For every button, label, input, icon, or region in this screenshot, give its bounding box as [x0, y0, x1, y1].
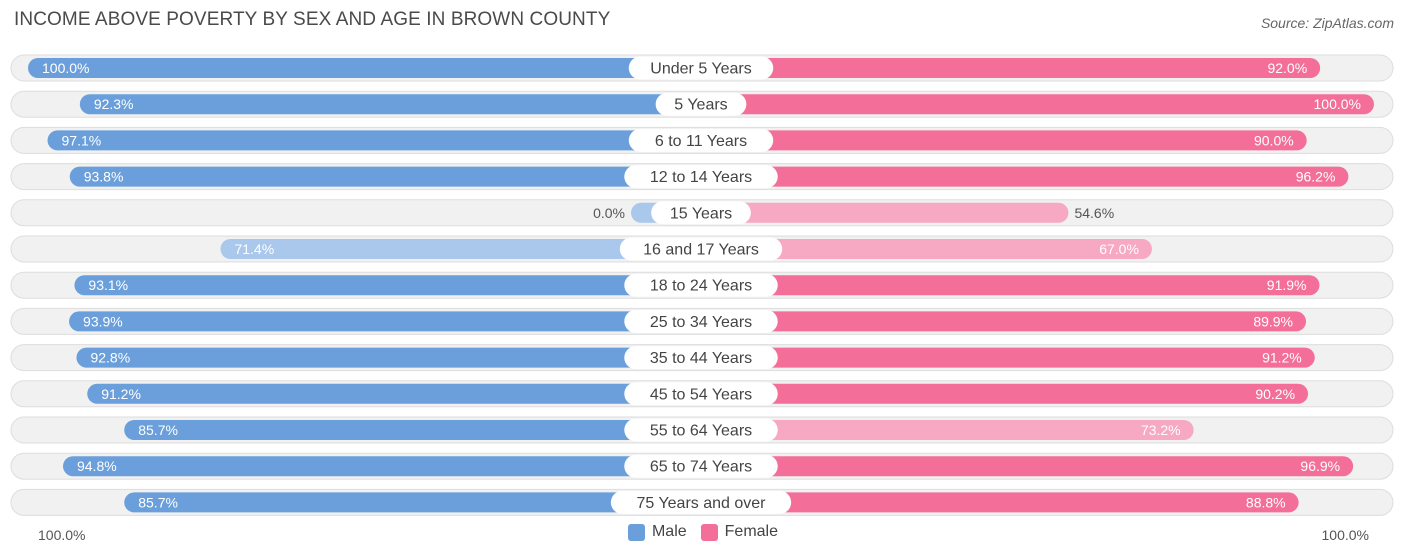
bar-male	[79, 94, 702, 115]
category-label: 65 to 74 Years	[650, 459, 752, 476]
category-pill	[628, 128, 774, 152]
legend-item-male[interactable]: Male	[627, 523, 687, 541]
category-pill	[610, 490, 792, 514]
legend-label-female: Female	[724, 523, 779, 540]
bar-female	[701, 166, 1349, 187]
category-label: 18 to 24 Years	[650, 278, 752, 295]
bar-male	[87, 383, 701, 404]
data-label-female: 96.2%	[1296, 169, 1336, 185]
data-label-male: 71.4%	[234, 241, 274, 257]
data-label-female: 54.6%	[1074, 205, 1114, 221]
data-label-male: 92.8%	[90, 350, 130, 366]
category-pill	[628, 56, 774, 80]
category-pill	[655, 92, 747, 116]
category-label: 75 Years and over	[637, 495, 767, 512]
bar-male	[124, 420, 701, 440]
data-label-male: 0.0%	[593, 205, 625, 221]
category-pill	[624, 454, 778, 478]
bar-male	[74, 275, 701, 296]
category-label: 45 to 54 Years	[650, 386, 752, 403]
bar-female	[701, 456, 1354, 477]
bar-male	[76, 347, 702, 368]
bar-male	[62, 456, 702, 477]
category-label: 35 to 44 Years	[650, 350, 752, 367]
bar-male	[220, 239, 701, 259]
category-pill	[624, 346, 778, 370]
data-label-female: 90.0%	[1254, 132, 1294, 148]
axis-left-label: 100.0%	[38, 527, 86, 543]
data-label-male: 100.0%	[42, 60, 89, 76]
data-label-male: 91.2%	[101, 386, 141, 402]
category-pill	[624, 382, 778, 406]
legend-label-male: Male	[651, 523, 687, 540]
bar-male	[47, 130, 702, 151]
data-label-male: 85.7%	[138, 422, 178, 438]
data-label-female: 67.0%	[1099, 241, 1139, 257]
bar-female	[701, 383, 1309, 404]
category-label: 55 to 64 Years	[650, 423, 752, 440]
data-label-male: 93.8%	[84, 169, 124, 185]
data-label-female: 100.0%	[1314, 96, 1361, 112]
bar-female	[701, 311, 1307, 332]
source-note: Source: ZipAtlas.com	[1260, 15, 1394, 31]
bar-male	[28, 58, 701, 78]
chart-title: INCOME ABOVE POVERTY BY SEX AND AGE IN B…	[14, 9, 611, 30]
category-label: 6 to 11 Years	[655, 133, 747, 150]
bar-male	[124, 492, 701, 513]
data-label-female: 91.9%	[1267, 277, 1307, 293]
bar-female	[701, 130, 1307, 151]
data-label-female: 96.9%	[1300, 458, 1340, 474]
category-pill	[624, 273, 778, 297]
bar-female	[701, 492, 1299, 513]
data-label-male: 93.9%	[83, 313, 123, 329]
data-label-male: 92.3%	[94, 96, 134, 112]
data-label-female: 91.2%	[1262, 350, 1302, 366]
category-label: 12 to 14 Years	[650, 169, 752, 186]
bar-female	[701, 347, 1315, 368]
data-label-male: 93.1%	[88, 277, 128, 293]
data-label-male: 85.7%	[138, 494, 178, 510]
category-label: 15 Years	[670, 205, 732, 222]
data-label-female: 73.2%	[1141, 422, 1181, 438]
data-label-male: 97.1%	[62, 132, 102, 148]
legend-swatch-male	[627, 523, 645, 541]
category-pill	[624, 418, 778, 442]
legend-item-female[interactable]: Female	[700, 523, 779, 541]
bar-female	[701, 420, 1194, 440]
category-label: 5 Years	[674, 97, 727, 114]
category-pill	[624, 165, 778, 189]
category-label: 16 and 17 Years	[643, 242, 759, 259]
data-label-female: 89.9%	[1253, 313, 1293, 329]
chart-area: 100.0% 92.0% Under 5 Years 92.3% 100.0% 5 Yea…	[10, 54, 1394, 516]
bar-female	[701, 58, 1321, 78]
bar-male	[69, 311, 702, 332]
data-label-male: 94.8%	[77, 458, 117, 474]
bar-female	[701, 239, 1152, 259]
category-label: Under 5 Years	[650, 61, 751, 78]
axis-right-label: 100.0%	[1321, 527, 1369, 543]
category-pill	[619, 237, 783, 261]
category-pill	[651, 201, 751, 225]
bar-female	[701, 94, 1374, 115]
data-label-female: 88.8%	[1246, 494, 1286, 510]
legend: Male Female	[0, 523, 1406, 541]
legend-swatch-female	[700, 523, 718, 541]
bar-female	[701, 275, 1320, 296]
bar-female	[701, 202, 1069, 223]
data-label-female: 90.2%	[1255, 386, 1295, 402]
category-label: 25 to 34 Years	[650, 314, 752, 331]
category-pill	[624, 309, 778, 333]
data-label-female: 92.0%	[1267, 60, 1307, 76]
bar-male	[69, 166, 701, 187]
